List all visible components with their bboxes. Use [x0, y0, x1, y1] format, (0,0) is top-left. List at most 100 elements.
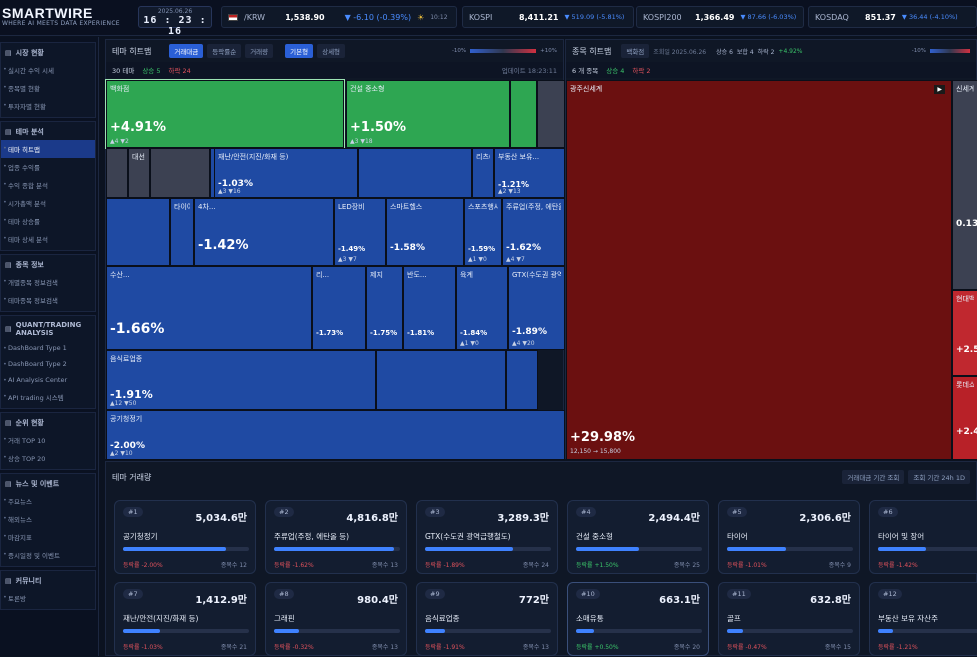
theme-cell[interactable]: 4차... -1.42%: [194, 198, 334, 266]
volume-card[interactable]: #4 2,494.4만 건설 중소형 등락률 +1.50% 종목수 25: [567, 500, 709, 574]
play-icon[interactable]: ▶: [934, 85, 945, 94]
sidebar-section-title[interactable]: ▤ 뉴스 및 이벤트: [1, 476, 95, 492]
theme-cell[interactable]: LED장비 -1.49% ▲3 ▼7: [334, 198, 386, 266]
theme-change: -1.62%: [506, 243, 541, 253]
sidebar-section-title[interactable]: ▤ 종목 정보: [1, 257, 95, 273]
stock-name: 신세계: [956, 85, 974, 93]
sidebar-section-title[interactable]: ▤ 순위 현황: [1, 415, 95, 431]
volume-card[interactable]: #10 663.1만 소매유통 등락률 +0.50% 종목수 20: [567, 582, 709, 656]
theme-cell[interactable]: 리츠(REITs): [472, 148, 494, 198]
selected-theme-tab[interactable]: 백화점: [621, 44, 650, 58]
theme-cell[interactable]: [106, 198, 170, 266]
theme-change: -1.59%: [468, 245, 496, 253]
sidebar-item[interactable]: 테마 상세 분석: [1, 230, 95, 248]
sidebar-item[interactable]: 토론방: [1, 589, 95, 607]
sidebar-item[interactable]: 시가총액 분석: [1, 194, 95, 212]
volume-bar-fill: [727, 629, 744, 633]
period-query-button[interactable]: 거래대금 기간 조회: [842, 470, 905, 484]
stock-cell-lotte[interactable]: 롯데쇼 +2.4: [952, 376, 977, 460]
change-rate: 등락률 -2.00%: [123, 562, 163, 569]
volume-card[interactable]: #7 1,412.9만 재난/안전(지진/화재 등) 등락률 -1.03% 종목수 21: [114, 582, 256, 656]
theme-cell[interactable]: 음식료업종 -1.91% ▲12 ▼50: [106, 350, 376, 410]
theme-cell[interactable]: [537, 80, 565, 148]
volume-card[interactable]: #11 632.8만 골프 등락률 -0.47% 종목수 15: [718, 582, 860, 656]
theme-cell[interactable]: 공기청정기 -2.00% ▲2 ▼10: [106, 410, 565, 460]
theme-cell[interactable]: [376, 350, 506, 410]
theme-cell[interactable]: 제지 -1.75%: [366, 266, 403, 350]
theme-cell[interactable]: 백화점 +4.91% ▲4 ▼2: [105, 79, 345, 149]
sidebar-item[interactable]: 거래 TOP 10: [1, 431, 95, 449]
stock-cell-gwangju-shinsegae[interactable]: 광주신세계 ▶ +29.98% 12,150 → 15,800: [566, 80, 952, 460]
sidebar-item[interactable]: 테마 히트맵: [1, 140, 95, 158]
tab-trading-value[interactable]: 거래대금: [169, 44, 204, 58]
stock-cell-hyundai[interactable]: 현대백 +2.5%: [952, 290, 977, 376]
sidebar-item[interactable]: 종목별 현황: [1, 79, 95, 97]
sidebar-item[interactable]: 상승 TOP 20: [1, 449, 95, 467]
sidebar-section-title[interactable]: ▤ 시장 현황: [1, 45, 95, 61]
fx-pair: /KRW: [244, 12, 266, 22]
theme-cell[interactable]: 건설 중소형 +1.50% ▲3 ▼18: [346, 80, 510, 148]
theme-cell[interactable]: 타이어 및 장어: [170, 198, 194, 266]
sidebar-item[interactable]: AI Analysis Center: [1, 372, 95, 388]
theme-cell[interactable]: [358, 148, 472, 198]
theme-change: +4.92%: [778, 47, 803, 55]
tab-change-rate[interactable]: 등락률순: [207, 44, 242, 58]
sidebar-item[interactable]: 업종 수익률: [1, 158, 95, 176]
stock-change: 0.13: [956, 219, 977, 229]
sidebar-item[interactable]: DashBoard Type 2: [1, 356, 95, 372]
volume-card[interactable]: #3 3,289.3만 GTX(수도권 광역급행철도) 등락률 -1.89% 종목수 2…: [416, 500, 558, 574]
theme-cell[interactable]: 수산... -1.66%: [106, 266, 312, 350]
volume-card[interactable]: #2 4,816.8만 주류업(주정, 에탄올 등) 등락률 -1.62% 종목수 13: [265, 500, 407, 574]
sidebar-item[interactable]: 테마종목 정보검색: [1, 291, 95, 309]
theme-cell[interactable]: 리... -1.73%: [312, 266, 366, 350]
theme-name: 재난/안전(지진/화재 등): [218, 153, 289, 161]
volume-card[interactable]: #9 772만 음식료업종 등락률 -1.91% 종목수 13: [416, 582, 558, 656]
sidebar-item[interactable]: 주요뉴스: [1, 492, 95, 510]
tab-volume[interactable]: 거래량: [245, 44, 274, 58]
theme-cell[interactable]: [506, 350, 538, 410]
theme-cell[interactable]: 대선: [128, 148, 150, 198]
theme-cell[interactable]: 스포츠행사 수혜... -1.59% ▲1 ▼0: [464, 198, 502, 266]
sun-icon: ☀: [417, 12, 425, 22]
theme-cell[interactable]: [106, 148, 128, 198]
theme-name: 스포츠행사 수혜...: [468, 203, 498, 211]
theme-cell[interactable]: 부동산 보유... -1.21% ▲2 ▼13: [494, 148, 565, 198]
sidebar-item[interactable]: 마감지표: [1, 528, 95, 546]
sidebar-item[interactable]: 수익 종합 분석: [1, 176, 95, 194]
sidebar-section-title[interactable]: ▤ QUANT/TRADING ANALYSIS: [1, 318, 95, 340]
theme-cell[interactable]: [150, 148, 210, 198]
sidebar-item[interactable]: 해외뉴스: [1, 510, 95, 528]
sidebar-item[interactable]: 테마 상승률: [1, 212, 95, 230]
sidebar-section-title[interactable]: ▤ 테마 분석: [1, 124, 95, 140]
tab-basic-view[interactable]: 기본형: [285, 44, 314, 58]
theme-change: -1.42%: [198, 238, 249, 253]
app-logo[interactable]: SMARTWIRE: [2, 5, 93, 21]
theme-cell[interactable]: 주류업(주정, 에탄올 등) -1.62% ▲4 ▼7: [502, 198, 565, 266]
volume-card[interactable]: #5 2,306.6만 타이어 등락률 -1.01% 종목수 9: [718, 500, 860, 574]
card-footer: 등락률 -1.62% 종목수 13: [274, 560, 398, 569]
theme-cell[interactable]: 재난/안전(지진/화재 등) -1.03% ▲3 ▼16: [214, 148, 358, 198]
theme-cell[interactable]: 육계 -1.84% ▲1 ▼0: [456, 266, 508, 350]
theme-cell[interactable]: 스마트헬스 -1.58%: [386, 198, 464, 266]
tab-detail-view[interactable]: 상세형: [317, 44, 346, 58]
volume-card[interactable]: #8 980.4만 그래핀 등락률 -0.32% 종목수 13: [265, 582, 407, 656]
sidebar-section: ▤순위 현황거래 TOP 10상승 TOP 20: [0, 412, 96, 470]
stock-heatmap-header: 종목 히트맵 백화점 조회일 2025.06.26 상승 6 보합 4 하락 2…: [566, 40, 976, 62]
theme-cell[interactable]: GTX(수도권 광역급행철도) -1.89% ▲4 ▼20: [508, 266, 565, 350]
volume-card[interactable]: #1 5,034.6만 공기청정기 등락률 -2.00% 종목수 12: [114, 500, 256, 574]
sidebar-item[interactable]: DashBoard Type 1: [1, 340, 95, 356]
theme-name: 공기청정기: [110, 415, 143, 423]
sidebar-item[interactable]: 개별종목 정보검색: [1, 273, 95, 291]
sidebar-item[interactable]: 증시일정 및 이벤트: [1, 546, 95, 564]
sidebar-section-title[interactable]: ▤ 커뮤니티: [1, 573, 95, 589]
sidebar-item[interactable]: 실시간 수익 시세: [1, 61, 95, 79]
theme-name: 백화점: [110, 85, 130, 93]
sidebar-item[interactable]: 투자자별 현황: [1, 97, 95, 115]
theme-cell[interactable]: [510, 80, 537, 148]
sidebar-item[interactable]: API trading 시스템: [1, 388, 95, 406]
period-select-button[interactable]: 조회 기간 24h 1D: [908, 470, 970, 484]
stock-cell-shinsegae[interactable]: 신세계 0.13: [952, 80, 977, 290]
theme-cell[interactable]: 반도... -1.81%: [403, 266, 456, 350]
